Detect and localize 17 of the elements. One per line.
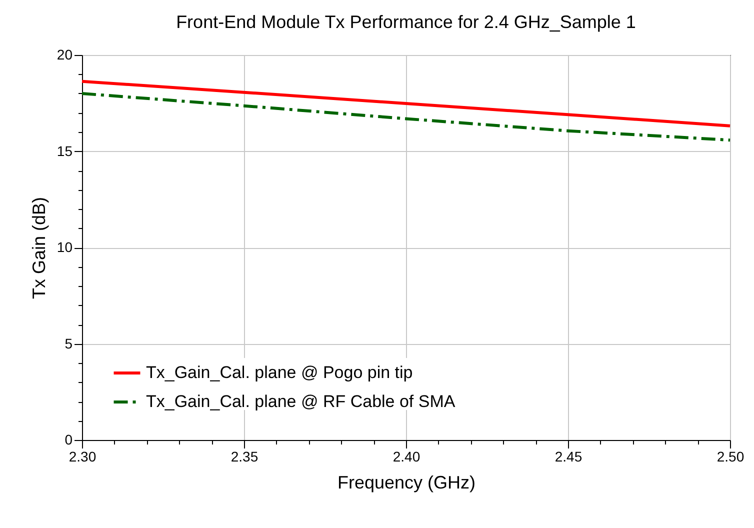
chart-title: Front-End Module Tx Performance for 2.4 GHz_Sample 1	[176, 12, 636, 32]
legend-label: Tx_Gain_Cal. plane @ RF Cable of SMA	[146, 392, 456, 411]
x-tick-label: 2.30	[68, 448, 96, 464]
y-tick-label: 20	[56, 46, 73, 62]
x-tick-label: 2.50	[716, 448, 744, 464]
line-series	[80, 80, 732, 128]
y-tick-label: 0	[64, 432, 73, 448]
y-axis-title: Tx Gain (dB)	[28, 196, 49, 300]
y-tick-label: 10	[56, 239, 73, 255]
x-axis-title: Frequency (GHz)	[337, 472, 476, 492]
line-series	[80, 92, 732, 142]
x-tick-label: 2.45	[554, 448, 582, 464]
legend-label: Tx_Gain_Cal. plane @ Pogo pin tip	[146, 363, 413, 382]
x-tick-label: 2.40	[392, 448, 420, 464]
y-tick-label: 15	[56, 142, 73, 159]
x-tick-label: 2.35	[230, 448, 258, 464]
y-tick-label: 5	[64, 335, 73, 352]
